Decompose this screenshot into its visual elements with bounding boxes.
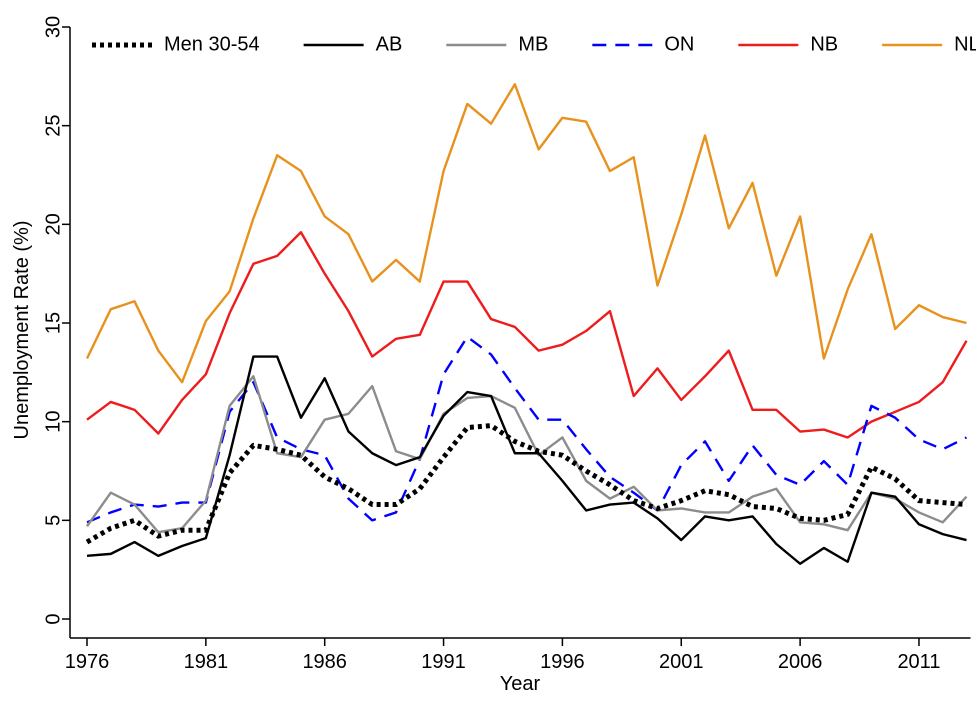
legend-label: NB	[810, 33, 838, 55]
y-axis-label: Unemployment Rate (%)	[11, 221, 33, 440]
y-tick-label: 20	[42, 213, 64, 235]
x-tick-label: 1986	[302, 651, 347, 673]
data-line	[86, 355, 967, 565]
x-tick-label: 1996	[540, 651, 585, 673]
legend-label: ON	[664, 33, 694, 55]
y-tick-label: 25	[42, 115, 64, 137]
x-tick-label: 1976	[65, 651, 110, 673]
x-tick-label: 1991	[421, 651, 466, 673]
x-tick-label: 2001	[659, 651, 704, 673]
x-tick-label: 2006	[778, 651, 823, 673]
legend-label: AB	[376, 33, 403, 55]
data-line	[86, 375, 968, 534]
legend-label: Men 30-54	[164, 33, 260, 55]
legend-label: NL	[954, 33, 976, 55]
data-line	[85, 423, 967, 545]
y-tick-label: 15	[42, 312, 64, 334]
x-axis-label: Year	[500, 673, 541, 695]
y-tick-label: 0	[42, 613, 64, 624]
y-tick-label: 5	[42, 515, 64, 526]
x-tick-label: 1981	[184, 651, 229, 673]
y-tick-label: 30	[42, 16, 64, 38]
legend-label: MB	[518, 33, 548, 55]
data-line	[86, 231, 968, 439]
y-tick-label: 10	[42, 411, 64, 433]
data-line	[85, 83, 967, 384]
x-tick-label: 2011	[897, 651, 940, 673]
